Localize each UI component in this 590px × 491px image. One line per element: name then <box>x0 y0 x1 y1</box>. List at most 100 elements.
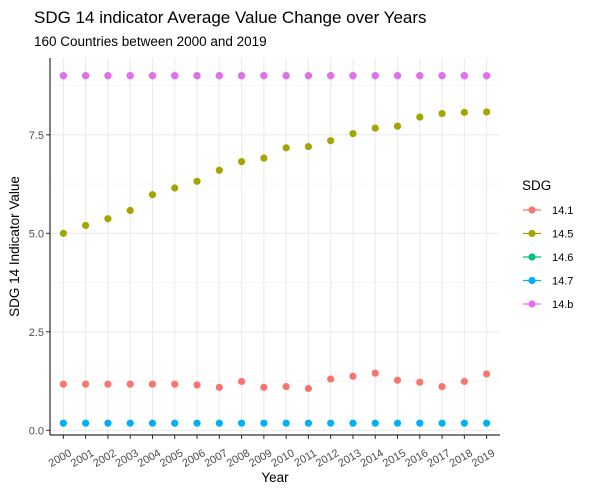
data-point <box>327 137 335 145</box>
legend-item: 14.6 <box>523 252 573 264</box>
data-point <box>104 380 112 388</box>
x-axis-title: Year <box>261 470 289 485</box>
data-marks <box>59 72 491 427</box>
data-point <box>416 419 424 427</box>
legend-label: 14.5 <box>552 229 573 241</box>
data-point <box>393 376 402 384</box>
data-point <box>237 419 246 427</box>
data-point <box>460 108 468 116</box>
data-point <box>393 122 402 130</box>
data-point <box>371 419 379 427</box>
data-point <box>304 143 313 151</box>
y-axis-title: SDG 14 Indicator Value <box>7 176 22 317</box>
data-point <box>215 166 223 174</box>
data-point <box>438 72 446 80</box>
data-point <box>460 377 468 386</box>
legend-item: 14.5 <box>523 229 573 241</box>
chart-title: SDG 14 indicator Average Value Change ov… <box>34 8 427 27</box>
data-point <box>59 419 67 427</box>
data-point <box>371 369 379 377</box>
data-point <box>82 419 90 427</box>
chart-subtitle: 160 Countries between 2000 and 2019 <box>34 34 267 49</box>
series-14.7 <box>59 419 491 427</box>
data-point <box>438 382 446 391</box>
data-point <box>327 72 335 80</box>
data-point <box>215 419 223 427</box>
legend-label: 14.6 <box>552 252 573 264</box>
legend-key-point <box>528 276 536 285</box>
series-14.b <box>59 72 491 80</box>
series-14.1 <box>59 369 491 393</box>
data-point <box>171 184 179 192</box>
legend-item: 14.1 <box>523 205 573 217</box>
data-point <box>59 380 67 388</box>
data-point <box>460 419 468 427</box>
data-point <box>59 229 67 237</box>
data-point <box>193 177 201 185</box>
legend-key-point <box>528 206 536 214</box>
data-point <box>104 419 112 427</box>
data-point <box>260 383 268 391</box>
data-point <box>304 72 313 80</box>
data-point <box>82 221 90 230</box>
series-14.5 <box>59 108 491 237</box>
data-point <box>148 72 157 80</box>
data-point <box>148 380 157 388</box>
data-point <box>215 383 223 391</box>
grid-lines <box>50 58 500 435</box>
data-point <box>126 419 134 427</box>
data-point <box>460 72 468 80</box>
data-point <box>260 154 268 162</box>
data-point <box>171 419 179 427</box>
data-point <box>282 144 290 152</box>
y-tick-label: 5.0 <box>29 228 44 240</box>
series-14.6 <box>59 72 491 80</box>
data-point <box>483 370 491 378</box>
data-point <box>282 382 290 391</box>
data-point <box>104 215 112 223</box>
data-point <box>416 113 424 121</box>
y-tick-label: 2.5 <box>29 327 44 339</box>
legend-item: 14.7 <box>523 276 573 288</box>
data-point <box>237 72 246 80</box>
data-point <box>349 130 357 138</box>
data-point <box>193 419 201 427</box>
data-point <box>483 419 491 427</box>
y-tick-label: 0.0 <box>29 425 44 437</box>
data-point <box>260 419 268 427</box>
data-point <box>282 419 290 427</box>
legend-label: 14.b <box>552 299 573 311</box>
data-point <box>148 419 157 427</box>
data-point <box>237 377 246 386</box>
x-tick-label: 2019 <box>470 447 497 470</box>
data-point <box>260 72 268 80</box>
data-point <box>304 384 313 393</box>
data-point <box>304 419 313 427</box>
data-point <box>416 72 424 80</box>
data-point <box>483 72 491 80</box>
data-point <box>393 72 402 80</box>
data-point <box>438 109 446 118</box>
data-point <box>282 72 290 80</box>
data-point <box>349 372 357 380</box>
data-point <box>104 72 112 80</box>
data-point <box>126 72 134 80</box>
data-point <box>416 378 424 386</box>
data-point <box>171 380 179 388</box>
data-point <box>349 419 357 427</box>
data-point <box>59 72 67 80</box>
data-point <box>237 158 246 166</box>
y-tick-label: 7.5 <box>29 130 44 142</box>
legend-item: 14.b <box>523 299 573 311</box>
data-point <box>349 72 357 80</box>
data-point <box>393 419 402 427</box>
data-point <box>82 380 90 388</box>
data-point <box>438 419 446 427</box>
data-point <box>215 72 223 80</box>
data-point <box>193 381 201 389</box>
legend-key-point <box>528 229 536 238</box>
data-point <box>483 108 491 116</box>
data-point <box>126 206 134 215</box>
